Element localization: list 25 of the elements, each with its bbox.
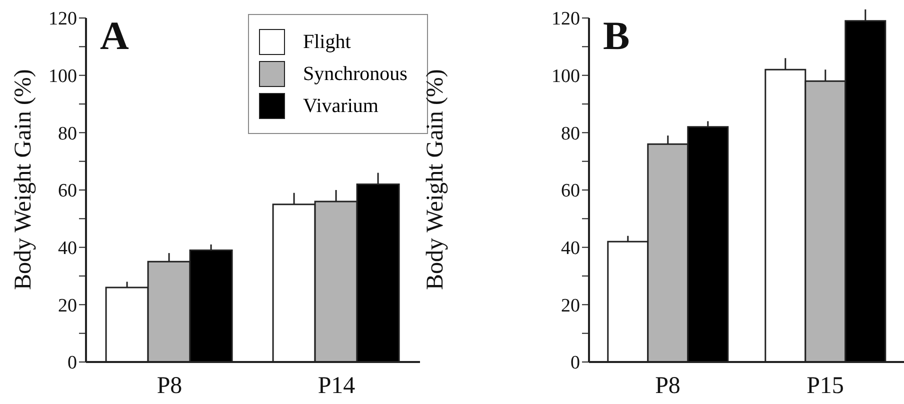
y-tick-label: 40 <box>561 238 580 260</box>
x-tick-label: P8 <box>655 373 680 400</box>
x-tick-label: P14 <box>318 373 356 400</box>
legend-label: Vivarium <box>303 94 378 118</box>
y-tick-label: 80 <box>561 123 580 144</box>
y-tick-label: 0 <box>570 352 580 374</box>
x-tick-label: P8 <box>156 373 182 400</box>
y-tick-label: 100 <box>552 66 580 88</box>
y-tick-label: 100 <box>48 66 77 88</box>
y-tick-label: 120 <box>552 8 580 30</box>
y-tick-label: 60 <box>561 180 580 202</box>
y-tick-label: 20 <box>561 295 580 316</box>
y-tick-label: 40 <box>58 238 77 260</box>
chart-title: B <box>603 12 630 59</box>
y-axis-title: Body Weight Gain (%) <box>422 69 449 290</box>
y-tick-label: 0 <box>68 352 77 374</box>
y-tick-label: 80 <box>58 123 77 144</box>
y-tick-label: 120 <box>48 8 77 30</box>
x-tick-label: P15 <box>806 373 844 400</box>
y-axis-title: Body Weight Gain (%) <box>10 69 37 290</box>
y-tick-label: 60 <box>58 180 77 202</box>
chart-title: A <box>100 12 129 59</box>
legend-label: Synchronous <box>303 62 408 86</box>
legend-label: Flight <box>303 30 351 54</box>
y-tick-label: 20 <box>58 295 77 316</box>
